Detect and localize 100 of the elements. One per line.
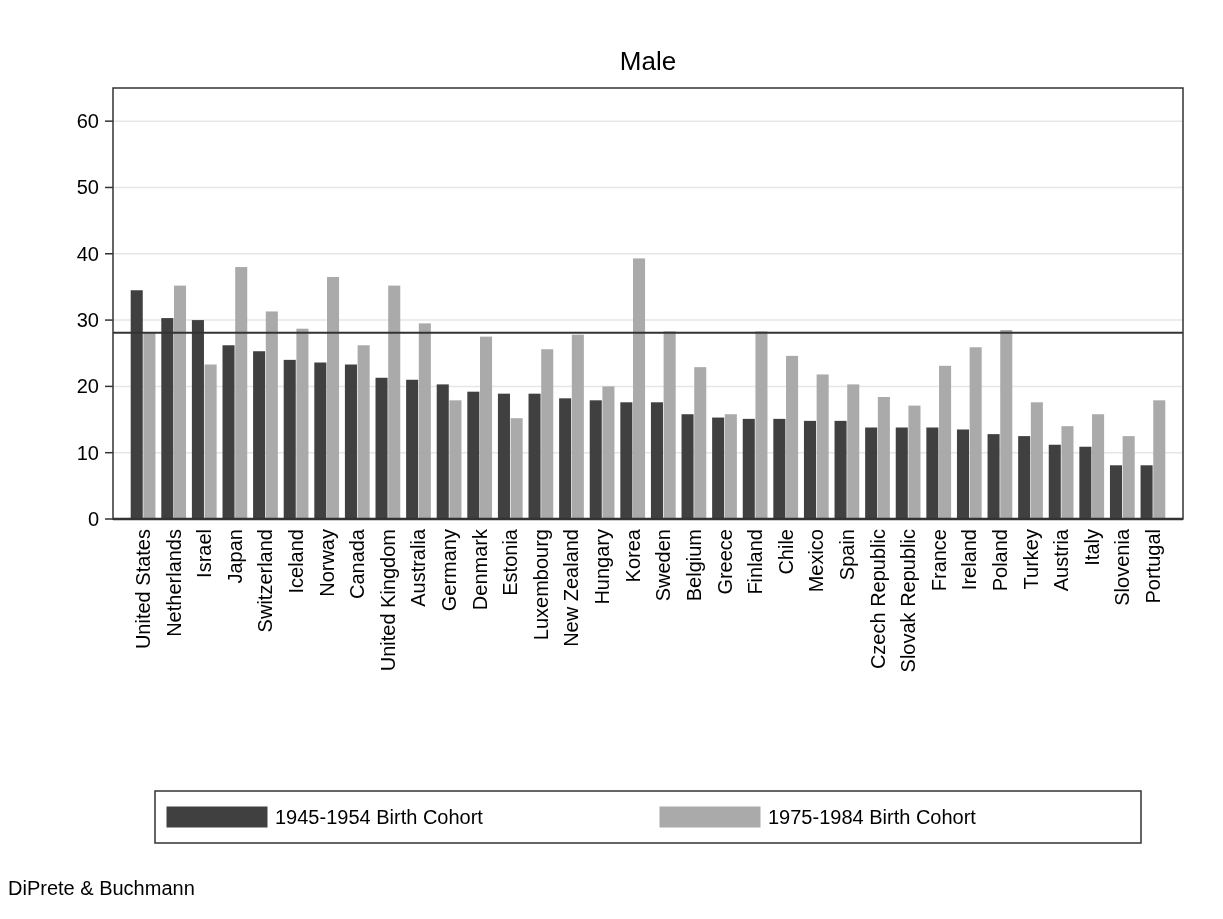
x-tick-label: Luxembourg xyxy=(529,529,552,641)
bar xyxy=(773,418,786,519)
bar xyxy=(1122,436,1135,519)
legend-label: 1975-1984 Birth Cohort xyxy=(768,806,977,828)
legend-label: 1945-1954 Birth Cohort xyxy=(275,806,484,828)
bar xyxy=(816,374,829,519)
bar xyxy=(449,400,462,519)
bar xyxy=(191,320,204,519)
x-tick-label: Canada xyxy=(346,528,369,600)
bar xyxy=(1061,426,1074,519)
bar xyxy=(559,398,572,519)
bar xyxy=(161,318,174,519)
bar xyxy=(510,418,523,519)
bar xyxy=(375,377,388,519)
bar xyxy=(1030,402,1043,519)
x-tick-label: Korea xyxy=(621,528,644,583)
x-tick-label: Slovak Republic xyxy=(897,529,920,673)
bar xyxy=(987,434,1000,519)
bar xyxy=(143,332,156,519)
y-tick-label: 10 xyxy=(76,441,99,464)
x-tick-label: Ireland xyxy=(958,529,981,591)
bar xyxy=(712,417,725,519)
bar xyxy=(865,427,878,519)
bar xyxy=(541,349,554,519)
x-tick-label: Chile xyxy=(774,529,797,575)
bar xyxy=(724,414,737,519)
bar xyxy=(222,345,235,519)
bar xyxy=(265,311,278,519)
x-tick-label: Turkey xyxy=(1019,529,1042,590)
x-tick-label: Czech Republic xyxy=(866,529,889,670)
bar xyxy=(480,336,493,519)
bar xyxy=(406,379,419,519)
bar xyxy=(694,367,707,519)
bar xyxy=(1109,465,1123,519)
x-tick-label: Japan xyxy=(223,529,246,584)
bar xyxy=(663,331,676,519)
y-tick-label: 60 xyxy=(76,110,99,133)
bar xyxy=(497,393,510,519)
chart-title: Male xyxy=(619,46,677,76)
y-tick-label: 40 xyxy=(76,242,99,265)
x-tick-label: Finland xyxy=(744,529,767,595)
bar xyxy=(1153,400,1166,519)
bar xyxy=(467,391,480,519)
bar xyxy=(296,328,309,519)
bar xyxy=(235,267,248,519)
bar xyxy=(633,258,646,519)
x-tick-label: United Kingdom xyxy=(376,529,399,672)
x-tick-label: Iceland xyxy=(285,529,308,594)
bar xyxy=(130,290,143,519)
bar xyxy=(847,384,860,519)
bar xyxy=(283,359,296,519)
bar xyxy=(1092,414,1105,519)
bar xyxy=(926,427,939,519)
y-tick-label: 20 xyxy=(76,375,99,398)
x-tick-label: Slovenia xyxy=(1111,528,1134,606)
x-tick-label: Israel xyxy=(193,529,216,578)
bar xyxy=(1140,465,1153,519)
x-tick-label: Netherlands xyxy=(162,529,185,637)
x-tick-label: Sweden xyxy=(652,529,675,602)
bar xyxy=(253,351,266,519)
bar xyxy=(1048,444,1061,519)
y-tick-label: 30 xyxy=(76,309,99,332)
bar xyxy=(173,285,187,519)
y-tick-label: 50 xyxy=(76,176,99,199)
x-tick-label: Switzerland xyxy=(254,529,277,633)
bar xyxy=(650,402,663,519)
x-tick-label: Austria xyxy=(1050,528,1073,592)
bar xyxy=(344,364,357,519)
bar xyxy=(1018,436,1031,519)
x-tick-label: Greece xyxy=(713,529,736,595)
x-tick-label: Norway xyxy=(315,529,338,597)
x-tick-label: Mexico xyxy=(805,529,828,593)
bar xyxy=(571,334,584,519)
bar xyxy=(786,355,799,519)
bar xyxy=(388,285,401,519)
x-tick-label: Germany xyxy=(438,529,461,612)
bar xyxy=(418,323,431,519)
bar xyxy=(528,393,541,519)
y-tick-label: 0 xyxy=(87,508,99,530)
x-tick-label: Poland xyxy=(988,529,1011,592)
x-tick-label: New Zealand xyxy=(560,529,583,647)
bar xyxy=(589,400,602,519)
bar xyxy=(908,405,921,519)
bar xyxy=(834,420,847,519)
bar xyxy=(436,384,449,519)
x-tick-label: Hungary xyxy=(591,529,614,605)
bar xyxy=(327,276,340,519)
x-tick-label: Belgium xyxy=(682,529,705,602)
bar xyxy=(681,414,694,519)
bar xyxy=(742,418,755,519)
text: DiPrete & Buchmann xyxy=(8,877,195,899)
x-tick-label: Australia xyxy=(407,528,430,607)
bar xyxy=(620,402,633,519)
x-tick-label: Portugal xyxy=(1141,529,1164,604)
bar xyxy=(357,345,370,519)
bar xyxy=(969,347,982,519)
x-tick-label: United States xyxy=(132,529,155,650)
x-tick-label: Spain xyxy=(835,529,858,581)
bar xyxy=(895,427,908,519)
bar xyxy=(204,364,217,519)
